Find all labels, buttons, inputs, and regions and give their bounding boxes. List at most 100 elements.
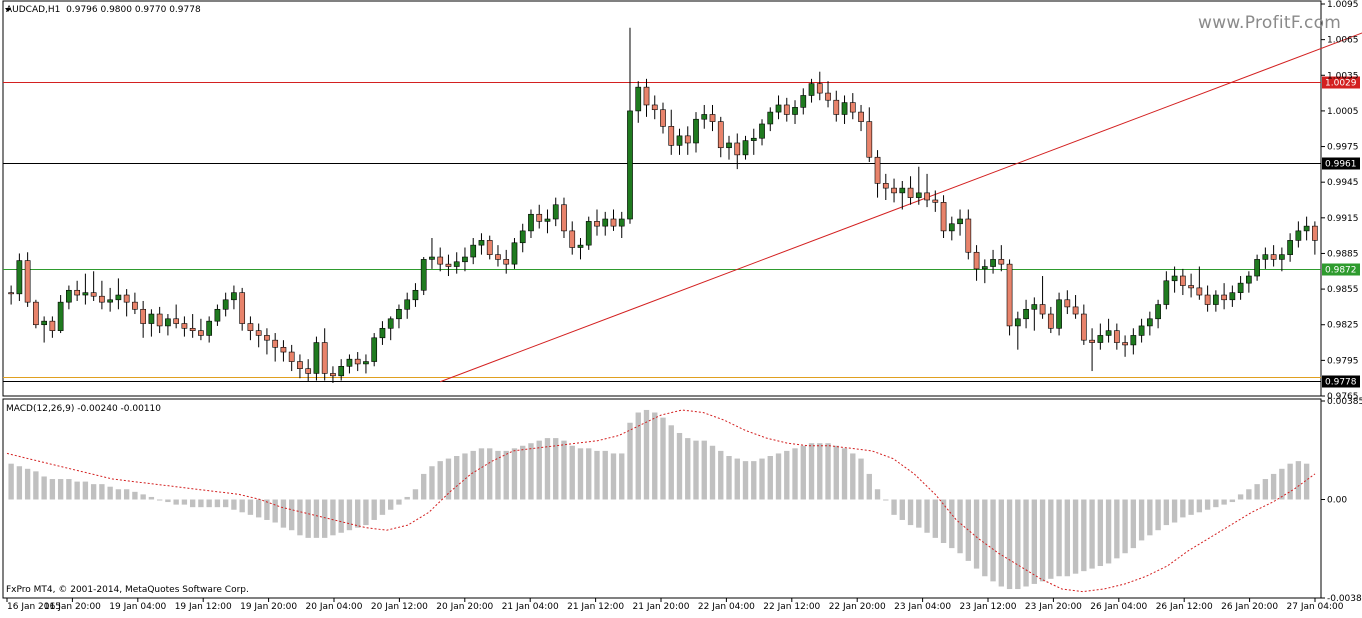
bear-candle-body — [594, 221, 600, 227]
macd-histogram-bar — [487, 448, 493, 500]
macd-histogram-bar — [907, 499, 914, 526]
macd-histogram-bar — [214, 499, 221, 508]
candle — [107, 287, 114, 312]
price-tick-label: 0.9945 — [1327, 178, 1359, 188]
bear-candle-body — [858, 111, 864, 122]
candle — [1270, 245, 1277, 267]
bear-candle-body — [825, 92, 831, 101]
macd-histogram-bar — [239, 499, 245, 513]
bull-candle-body — [693, 118, 699, 144]
macd-histogram-bar — [198, 499, 204, 508]
bear-candle-body — [668, 126, 675, 146]
candle — [148, 309, 155, 337]
bull-candle-body — [1105, 330, 1112, 336]
bull-candle-body — [148, 313, 155, 324]
macd-histogram-bar — [544, 438, 551, 500]
bear-candle-body — [1312, 225, 1318, 241]
bull-candle-body — [1056, 299, 1062, 329]
candle — [577, 238, 584, 260]
candle — [371, 333, 378, 367]
bull-candle-body — [1295, 230, 1302, 241]
candle — [1188, 273, 1194, 298]
candle — [833, 90, 840, 122]
candle — [643, 78, 650, 117]
macd-histogram-bar — [1105, 499, 1112, 564]
bull-candle-body — [635, 86, 642, 112]
bull-candle-body — [602, 218, 609, 227]
macd-histogram-bar — [1023, 499, 1029, 587]
candle — [1006, 259, 1013, 336]
candle — [503, 249, 510, 274]
chart-menu-arrow-icon[interactable] — [5, 8, 11, 12]
bull-candle-body — [313, 342, 320, 374]
macd-histogram-bar — [916, 499, 922, 528]
candle — [668, 109, 675, 155]
macd-tick-label: -0.00385 — [1327, 594, 1362, 604]
bear-candle-body — [132, 301, 138, 310]
macd-histogram-bar — [1072, 499, 1079, 574]
bull-candle-body — [1171, 275, 1178, 282]
macd-histogram-bar — [982, 499, 988, 577]
candle — [915, 166, 922, 205]
bull-candle-body — [206, 320, 213, 336]
macd-histogram-bar — [66, 479, 72, 500]
bull-candle-body — [948, 223, 955, 232]
price-tick-label: 0.9855 — [1327, 285, 1359, 295]
macd-histogram-bar — [338, 499, 344, 533]
macd-histogram-bar — [751, 461, 757, 500]
bear-candle-body — [321, 342, 328, 374]
macd-histogram-bar — [396, 499, 402, 505]
bear-candle-body — [709, 114, 716, 122]
macd-histogram-bar — [1237, 494, 1244, 500]
bull-candle-body — [420, 259, 427, 291]
bull-candle-body — [577, 244, 584, 248]
candle — [726, 135, 732, 160]
macd-histogram-bar — [462, 453, 468, 500]
candle — [1312, 221, 1318, 255]
bull-candle-body — [1163, 280, 1170, 305]
macd-histogram-bar — [932, 499, 938, 538]
macd-histogram-bar — [858, 458, 864, 500]
candle — [511, 238, 518, 269]
macd-label: MACD(12,26,9) -0.00240 -0.00110 — [6, 404, 162, 414]
price-tick-label: 0.9795 — [1327, 356, 1359, 366]
candle — [1262, 247, 1269, 269]
candle — [825, 81, 831, 108]
macd-histogram-bar — [1097, 499, 1104, 567]
candle — [1237, 276, 1244, 300]
time-tick-label: 26 Jan 04:00 — [1090, 602, 1147, 612]
macd-histogram-bar — [965, 499, 971, 561]
candle — [156, 306, 163, 334]
bull-candle-body — [412, 289, 419, 301]
candle — [1204, 285, 1211, 312]
bull-candle-body — [470, 244, 477, 258]
level-label-bg — [1322, 375, 1360, 388]
candle — [1105, 318, 1112, 343]
macd-histogram-bar — [825, 443, 831, 500]
bear-candle-body — [123, 294, 130, 303]
macd-histogram-bar — [1089, 499, 1095, 569]
candle — [453, 252, 460, 274]
macd-histogram-bar — [792, 448, 798, 500]
bull-candle-body — [1097, 335, 1104, 343]
macd-histogram-bar — [817, 443, 823, 500]
bear-candle-body — [1196, 287, 1203, 296]
price-tick-label: 1.0095 — [1327, 0, 1359, 10]
candle — [569, 221, 576, 255]
macd-histogram-bar — [767, 456, 773, 500]
candle — [1089, 328, 1095, 372]
bear-candle-body — [49, 320, 56, 331]
macd-histogram-bar — [1188, 499, 1194, 515]
bear-candle-body — [445, 263, 452, 267]
candle — [16, 253, 23, 301]
macd-histogram-bar — [701, 440, 707, 500]
macd-histogram-bar — [990, 499, 996, 582]
bull-candle-body — [759, 123, 765, 139]
candle — [231, 285, 237, 310]
macd-histogram-bar — [33, 471, 39, 500]
bear-candle-body — [140, 308, 147, 324]
macd-histogram-bar — [949, 499, 955, 549]
candle — [602, 211, 609, 236]
candle — [561, 197, 567, 239]
candle — [82, 273, 89, 305]
